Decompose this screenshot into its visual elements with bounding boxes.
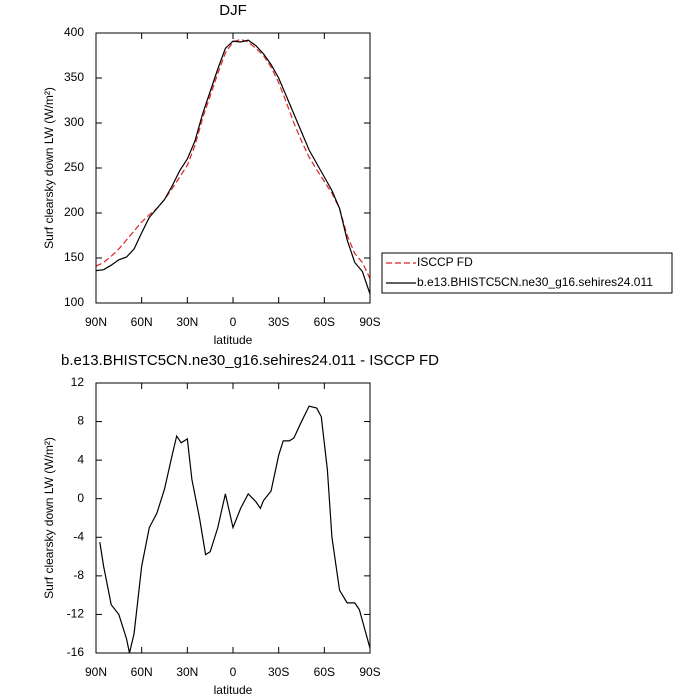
data-line: [95, 39, 371, 295]
y-tick-label: -8: [73, 568, 84, 582]
y-tick-label: -12: [67, 607, 85, 621]
x-tick-label: 30N: [176, 315, 198, 329]
legend-box: [381, 252, 673, 294]
y-tick-label: -4: [73, 529, 84, 543]
x-tick-label: 30S: [268, 665, 289, 679]
x-tick-label: 0: [230, 665, 237, 679]
y-axis-label: Surf clearsky down LW (W/m²): [42, 437, 56, 599]
data-line: [95, 38, 371, 279]
y-tick-label: 300: [64, 115, 84, 129]
y-axis-label: Surf clearsky down LW (W/m²): [42, 87, 56, 249]
x-axis-label: latitude: [214, 683, 253, 697]
plot-frame: [95, 32, 371, 304]
plot-frame: [95, 382, 371, 654]
y-tick-label: 0: [77, 491, 84, 505]
x-tick-label: 60S: [314, 315, 335, 329]
y-tick-label: 150: [64, 250, 84, 264]
x-axis-label: latitude: [214, 333, 253, 347]
data-line: [99, 405, 371, 654]
y-tick-label: -16: [67, 645, 85, 659]
x-tick-label: 90N: [85, 315, 107, 329]
x-tick-label: 90S: [359, 665, 380, 679]
x-tick-label: 60N: [131, 665, 153, 679]
y-tick-label: 200: [64, 205, 84, 219]
y-tick-label: 8: [77, 414, 84, 428]
legend-label: ISCCP FD: [417, 255, 473, 269]
x-tick-label: 60N: [131, 315, 153, 329]
y-tick-label: 250: [64, 160, 84, 174]
y-tick-label: 12: [71, 375, 85, 389]
x-tick-label: 30S: [268, 315, 289, 329]
legend-label: b.e13.BHISTC5CN.ne30_g16.sehires24.011: [417, 275, 653, 289]
x-tick-label: 60S: [314, 665, 335, 679]
x-tick-label: 90S: [359, 315, 380, 329]
chart-title: DJF: [219, 2, 247, 19]
y-tick-label: 4: [77, 452, 84, 466]
x-tick-label: 30N: [176, 665, 198, 679]
y-tick-label: 400: [64, 25, 84, 39]
x-tick-label: 90N: [85, 665, 107, 679]
y-tick-label: 350: [64, 70, 84, 84]
chart-title: b.e13.BHISTC5CN.ne30_g16.sehires24.011 -…: [61, 352, 439, 369]
x-tick-label: 0: [230, 315, 237, 329]
y-tick-label: 100: [64, 295, 84, 309]
